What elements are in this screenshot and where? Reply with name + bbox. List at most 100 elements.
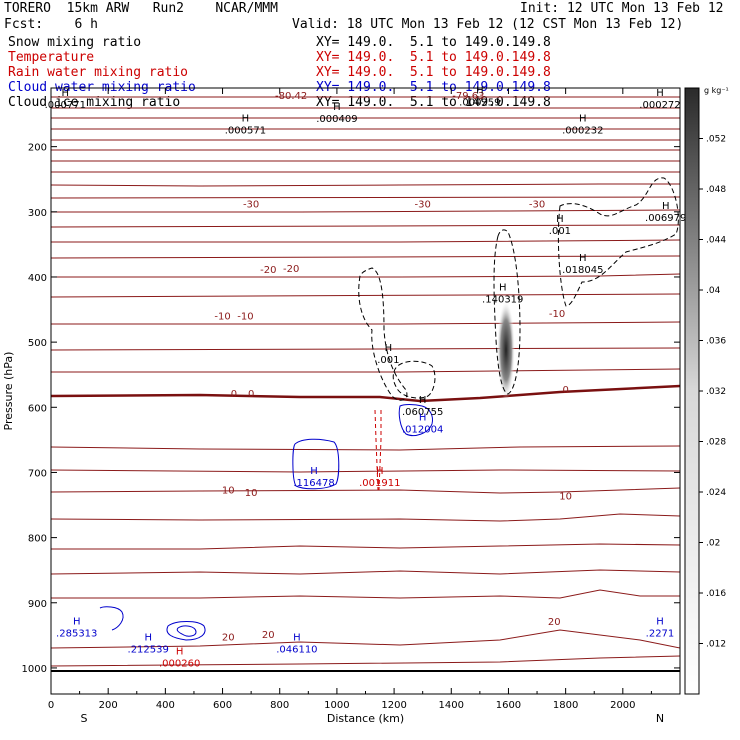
maximum-marker: H [579, 114, 587, 125]
isotherm-line [51, 543, 680, 550]
maximum-value: .285313 [56, 629, 97, 640]
init-time: Init: 12 UTC Mon 13 Feb 12 [520, 1, 724, 16]
temperature-label: 20 [262, 630, 275, 641]
temperature-label: -10 [237, 311, 253, 322]
isotherm-line [51, 321, 680, 325]
isotherm-line [51, 273, 680, 278]
colorbar-tick-label: .024 [706, 488, 726, 498]
maximum-value: .000260 [159, 659, 200, 670]
x-tick-label: 1200 [381, 700, 406, 711]
maximum-value: .060755 [402, 407, 443, 418]
isotherm-line [51, 196, 680, 199]
isotherm-line [51, 209, 680, 213]
maximum-marker: H [579, 253, 587, 264]
x-tick-label: 1000 [324, 700, 349, 711]
x-tick-label: 1800 [553, 700, 578, 711]
snow-contour [392, 360, 436, 399]
rain-contour [378, 410, 382, 491]
y-tick-label: 300 [28, 208, 47, 219]
snow-shaded-core [497, 300, 515, 400]
model-header: TORERO 15km ARW Run2 NCAR/MMM [4, 1, 278, 16]
xy-snow: XY= 149.0. 5.1 to 149.0.149.8 [316, 35, 551, 50]
x-tick-label: 600 [213, 700, 232, 711]
maximum-marker: H [242, 114, 250, 125]
y-tick-label: 1000 [22, 664, 47, 675]
endpoint-left: S [81, 712, 88, 725]
temperature-label: -20 [283, 264, 299, 275]
maximum-marker: H [499, 282, 507, 293]
x-tick-label: 2000 [610, 700, 635, 711]
maximum-marker: H [656, 88, 664, 99]
colorbar-tick-label: .052 [706, 135, 726, 145]
maximum-value: .018045 [562, 265, 603, 276]
isotherm-line [51, 487, 680, 494]
cloud-water-contour [176, 625, 197, 637]
freezing-isotherm [51, 384, 680, 403]
temperature-label: -10 [214, 311, 230, 322]
field-temperature: Temperature [8, 50, 95, 65]
isotherm-line [51, 469, 680, 473]
isotherm-line [51, 347, 680, 351]
maximum-marker: H [176, 647, 184, 658]
temperature-label: 20 [548, 617, 561, 628]
maximum-value: .2271 [646, 629, 675, 640]
snow-contour [557, 177, 679, 307]
temperature-label: -30 [243, 199, 259, 210]
temperature-label: -30 [415, 199, 431, 210]
maximum-marker: H [333, 102, 341, 113]
maximum-marker: H [419, 395, 427, 406]
temperature-label: 10 [245, 488, 258, 499]
field-snow: Snow mixing ratio [8, 35, 142, 50]
colorbar-tick-label: .028 [706, 438, 726, 448]
y-tick-label: 500 [28, 338, 47, 349]
snow-contour [493, 229, 521, 395]
isotherm-line [51, 629, 680, 649]
maximum-value: .000409 [316, 114, 357, 125]
temperature-label: -79.63 [452, 91, 484, 102]
endpoint-right: N [656, 712, 664, 725]
cloud-water-contour [398, 404, 433, 437]
x-tick-label: 0 [48, 700, 54, 711]
xy-cloud-ice: XY= 149.0. 5.1 to 149.0.149.8 [316, 95, 551, 110]
isotherm-line [51, 368, 680, 373]
maximum-value: .012004 [402, 425, 443, 436]
maximum-marker: H [656, 617, 664, 628]
colorbar-tick-label: .036 [706, 337, 726, 347]
y-tick-label: 900 [28, 599, 47, 610]
x-tick-label: 400 [156, 700, 175, 711]
maximum-value: .001 [377, 355, 399, 366]
temperature-label: 0 [248, 389, 254, 400]
maximum-marker: H [293, 632, 301, 643]
maximum-marker: H [310, 466, 318, 477]
cloud-water-contour [166, 621, 206, 641]
snow-contour [358, 267, 408, 401]
colorbar-tick-label: .048 [706, 185, 726, 195]
cloud-water-contour [99, 606, 124, 631]
maximum-marker: H [662, 201, 670, 212]
y-tick-label: 400 [28, 273, 47, 284]
maximum-value: .000272 [639, 100, 680, 111]
forecast-hour: Fcst: 6 h [4, 17, 98, 32]
maximum-marker: H [376, 466, 384, 477]
maximum-marker: H [73, 617, 81, 628]
temperature-label: 0 [562, 385, 568, 396]
rain-contour [374, 409, 379, 491]
x-tick-label: 1400 [439, 700, 464, 711]
maximum-marker: H [144, 632, 152, 643]
maximum-value: .046110 [276, 644, 317, 655]
maximum-marker: H [419, 413, 427, 424]
maximum-value: .116478 [293, 478, 334, 489]
xy-temperature: XY= 149.0. 5.1 to 149.0.149.8 [316, 50, 551, 65]
x-axis-label: Distance (km) [327, 712, 404, 725]
maximum-value: .000232 [562, 126, 603, 137]
maximum-value: .000571 [225, 126, 266, 137]
temperature-label: -10 [549, 309, 565, 320]
field-cloud-ice: Cloud ice mixing ratio [8, 95, 181, 110]
isotherm-line [51, 445, 680, 451]
xy-rain: XY= 149.0. 5.1 to 149.0.149.8 [316, 65, 551, 80]
colorbar-tick-label: .032 [706, 387, 726, 397]
temperature-label: 20 [222, 633, 235, 644]
y-tick-label: 200 [28, 143, 47, 154]
maximum-value: .000771 [45, 100, 86, 111]
